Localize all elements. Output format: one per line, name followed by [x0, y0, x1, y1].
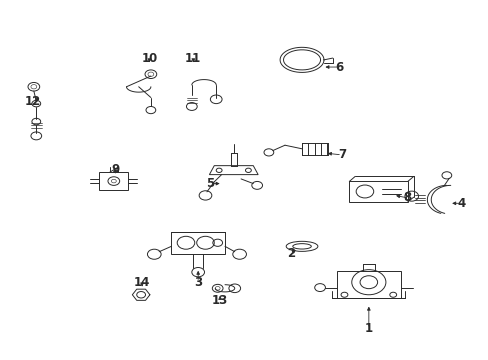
Text: 9: 9 — [111, 163, 119, 176]
Bar — [99, 172, 128, 190]
Bar — [348, 181, 407, 202]
Text: 1: 1 — [364, 322, 372, 335]
Text: 13: 13 — [212, 294, 228, 307]
Text: 6: 6 — [335, 60, 343, 73]
Text: 8: 8 — [403, 192, 411, 204]
Text: 2: 2 — [286, 247, 294, 260]
Bar — [336, 271, 400, 298]
Bar — [171, 232, 224, 253]
Text: 10: 10 — [141, 51, 157, 64]
Text: 4: 4 — [456, 197, 465, 210]
Text: 3: 3 — [194, 276, 202, 289]
Text: 12: 12 — [24, 95, 41, 108]
Text: 11: 11 — [185, 51, 201, 64]
Text: 5: 5 — [206, 177, 214, 190]
Text: 14: 14 — [134, 276, 150, 289]
Text: 7: 7 — [337, 148, 346, 161]
